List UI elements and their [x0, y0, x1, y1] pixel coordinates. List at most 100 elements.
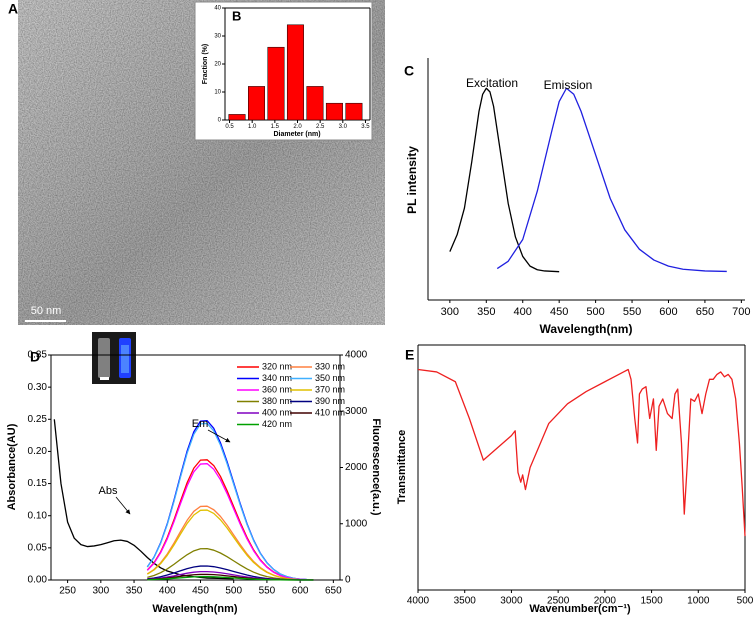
series-line [147, 548, 314, 581]
x-tick-label: 300 [92, 586, 109, 597]
annotation: Abs [99, 485, 118, 497]
y-tick-label: 0.20 [28, 446, 48, 457]
x-tick-label: 600 [292, 586, 309, 597]
y2-tick-label: 4000 [345, 350, 368, 361]
x-tick-label: 2000 [594, 596, 617, 607]
legend-label: 350 nm [315, 373, 345, 383]
legend-label: 340 nm [262, 373, 292, 383]
series-label: Excitation [466, 76, 518, 90]
y-tick-label: 0.05 [28, 542, 48, 553]
y-tick-label: 0.25 [28, 414, 48, 425]
scale-bar-label: 50 nm [31, 305, 62, 317]
series-line [146, 459, 314, 581]
bar [267, 46, 285, 121]
x-tick-label: 450 [550, 306, 568, 318]
series-label: Emission [544, 78, 593, 92]
bar [286, 24, 304, 121]
series-line [53, 419, 234, 580]
x-tick-label: 1500 [640, 596, 663, 607]
x-tick-label: 250 [59, 586, 76, 597]
bar [306, 86, 324, 121]
y-axis-label: Transmittance [396, 430, 408, 505]
series-line [417, 368, 746, 537]
panel-label: B [232, 8, 241, 23]
x-tick-label: 3500 [454, 596, 477, 607]
panel-label: E [405, 347, 414, 363]
y-tick-label: 0.30 [28, 382, 48, 393]
legend-label: 420 nm [262, 419, 292, 429]
y-tick-label: 0.15 [28, 478, 48, 489]
series-line [449, 87, 560, 273]
panel-label: A [8, 1, 18, 17]
x-tick-label: 2.0 [293, 124, 302, 130]
y-axis-label: Absorbance(AU) [6, 423, 18, 510]
x-axis-label: Diameter (nm) [273, 131, 320, 138]
vial-photo [92, 332, 136, 384]
x-tick-label: 550 [259, 586, 276, 597]
x-axis-label: Wavelength(nm) [152, 603, 237, 615]
x-tick-label: 1.0 [248, 124, 257, 130]
y-tick-label: 40 [214, 6, 221, 12]
y-tick-label: 0.00 [28, 575, 48, 586]
legend-label: 330 nm [315, 361, 345, 371]
annotation: Em [192, 418, 209, 430]
panel-label: D [30, 349, 40, 365]
y-tick-label: 0.10 [28, 510, 48, 521]
series-line [146, 422, 314, 581]
x-tick-label: 600 [659, 306, 677, 318]
x-tick-label: 500 [737, 596, 754, 607]
x-tick-label: 350 [477, 306, 495, 318]
x-tick-label: 650 [696, 306, 714, 318]
x-tick-label: 700 [732, 306, 750, 318]
x-tick-label: 2500 [547, 596, 570, 607]
x-tick-label: 3.5 [361, 124, 370, 130]
bar [248, 86, 265, 121]
y-tick-label: 0 [218, 118, 222, 124]
x-tick-label: 350 [126, 586, 143, 597]
legend-label: 390 nm [315, 396, 345, 406]
y2-tick-label: 3000 [345, 406, 368, 417]
x-tick-label: 1.5 [271, 124, 280, 130]
x-tick-label: 650 [325, 586, 342, 597]
series-line [496, 87, 727, 273]
legend-label: 410 nm [315, 407, 345, 417]
x-tick-label: 300 [441, 306, 459, 318]
y2-tick-label: 1000 [345, 518, 368, 529]
bar [345, 102, 363, 121]
legend-label: 320 nm [262, 361, 292, 371]
x-tick-label: 4000 [407, 596, 430, 607]
x-tick-label: 500 [586, 306, 604, 318]
x-axis-label: Wavelength(nm) [540, 322, 633, 336]
y-axis-label: PL intensity [405, 146, 419, 214]
annotation-arrow [207, 429, 231, 443]
x-tick-label: 550 [623, 306, 641, 318]
panel-label: C [404, 63, 414, 79]
x-tick-label: 0.5 [225, 124, 234, 130]
legend-label: 370 nm [315, 384, 345, 394]
y2-tick-label: 2000 [345, 462, 368, 473]
series-line [146, 463, 314, 581]
series-line [146, 509, 314, 581]
y-tick-label: 0.35 [28, 350, 48, 361]
y2-tick-label: 0 [345, 575, 351, 586]
legend-label: 360 nm [262, 384, 292, 394]
x-tick-label: 400 [514, 306, 532, 318]
legend-label: 380 nm [262, 396, 292, 406]
x-axis-label: Wavenumber(cm⁻¹) [529, 603, 631, 615]
x-tick-label: 450 [192, 586, 209, 597]
x-tick-label: 1000 [687, 596, 710, 607]
y-tick-label: 10 [214, 90, 221, 96]
series-line [147, 575, 314, 581]
x-tick-label: 3.0 [339, 124, 348, 130]
annotation-arrow [115, 496, 131, 515]
y-axis-label: Fraction (%) [202, 44, 209, 84]
bar [228, 114, 246, 121]
x-tick-label: 2.5 [316, 124, 325, 130]
y2-axis-label: Fluorescence(a.u.) [370, 418, 382, 516]
bar [325, 102, 343, 121]
y-tick-label: 30 [214, 34, 221, 40]
x-tick-label: 3000 [500, 596, 523, 607]
x-tick-label: 400 [159, 586, 176, 597]
x-tick-label: 500 [225, 586, 242, 597]
